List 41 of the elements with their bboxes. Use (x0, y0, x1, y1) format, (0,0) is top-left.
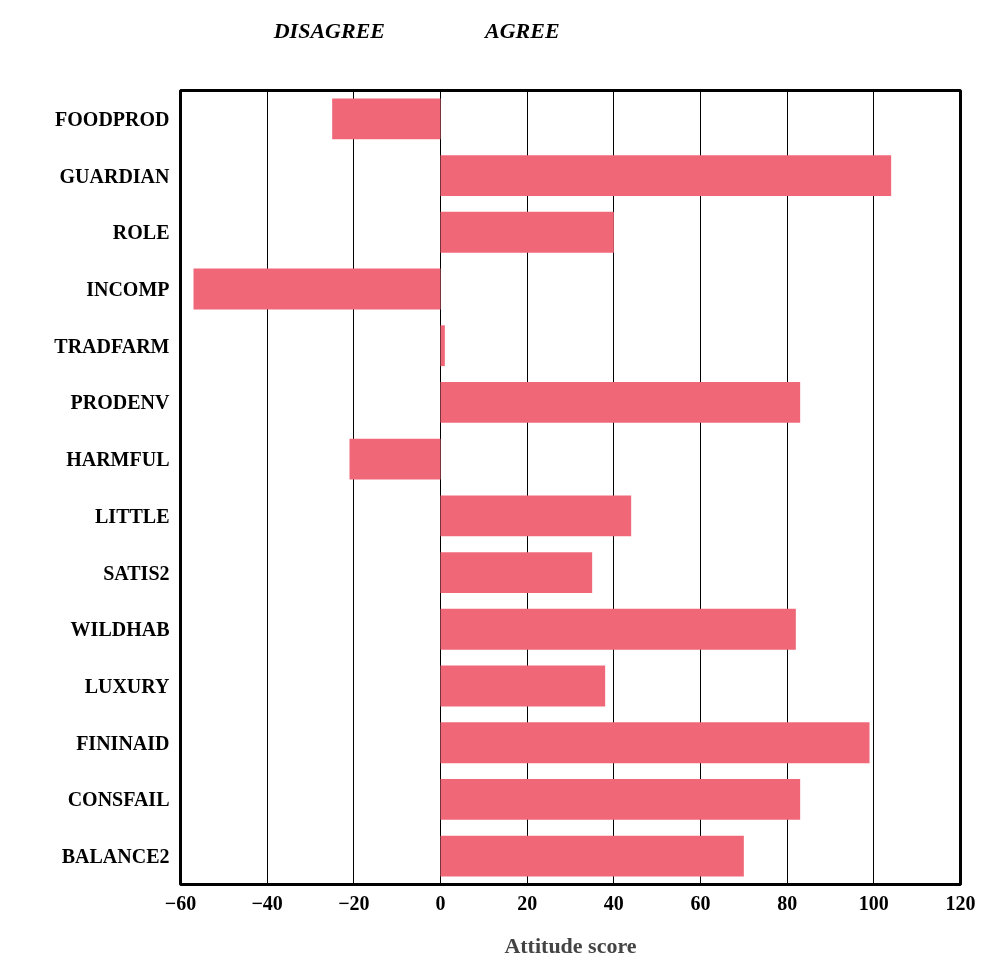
y-tick-label: TRADFARM (54, 334, 170, 357)
text: AGREE (485, 17, 560, 45)
bar (440, 779, 801, 820)
y-tick-label: FININAID (76, 731, 170, 754)
y-tick-label: LITTLE (95, 504, 170, 527)
x-tick-label: 60 (690, 891, 711, 914)
x-tick-label: −60 (164, 891, 197, 914)
y-tick-label: LUXURY (84, 675, 171, 697)
bar (193, 268, 441, 310)
x-tick-label: 120 (945, 891, 976, 914)
x-axis-title: Attitude score (504, 932, 637, 958)
x-tick-label: −20 (338, 891, 370, 914)
x-tick-label: 0 (435, 891, 446, 914)
y-tick-label: GUARDIAN (59, 164, 171, 187)
y-tick-label: PRODENV (70, 391, 171, 414)
bar (440, 722, 870, 764)
y-tick-label: INCOMP (86, 278, 170, 300)
y-tick-label: SATIS2 (103, 561, 170, 584)
x-tick-label: 100 (858, 891, 889, 914)
x-tick-label: 80 (777, 891, 798, 914)
bar (440, 382, 801, 423)
bar (349, 438, 441, 480)
bar (440, 325, 445, 367)
bar (440, 155, 892, 196)
bar (440, 608, 796, 650)
y-tick-label: HARMFUL (66, 448, 170, 471)
y-tick-label: WILDHAB (70, 618, 170, 641)
text: DISAGREE (273, 17, 385, 45)
bar (440, 552, 593, 593)
x-tick-label: −40 (251, 891, 283, 914)
bar (440, 835, 744, 877)
x-tick-label: 20 (517, 891, 538, 914)
bar (440, 495, 632, 537)
y-tick-label: FOODPROD (55, 107, 170, 130)
y-tick-label: ROLE (112, 221, 170, 244)
y-tick-label: CONSFAIL (67, 788, 170, 811)
y-tick-label: BALANCE2 (61, 845, 170, 868)
bar (440, 665, 606, 707)
bar (440, 211, 614, 253)
bar (332, 98, 441, 140)
x-tick-label: 40 (603, 891, 624, 914)
